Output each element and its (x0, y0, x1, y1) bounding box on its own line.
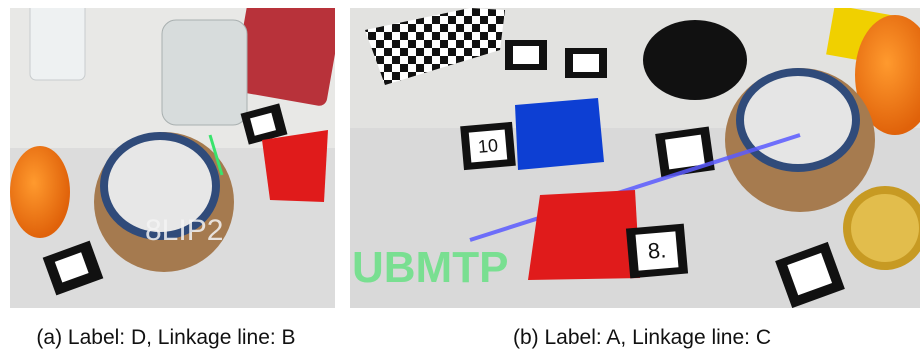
figure: 8LIP2 UBMTP 10 8. (a) Label: D, Linkage … (0, 0, 920, 358)
caption: (b) Label: A, Linkage line: C (513, 326, 771, 349)
page: 8LIP2 UBMTP 10 8. (a) Label: D, Linkage … (0, 0, 920, 358)
photo-a: 8LIP2 (10, 0, 343, 308)
photo-b: UBMTP 10 8. (350, 5, 920, 308)
marker-label: 8. (647, 237, 667, 264)
svg-text:8LIP2: 8LIP2 (145, 214, 223, 247)
caption: (a) Label: D, Linkage line: B (36, 326, 295, 349)
projected-text: UBMTP (352, 243, 508, 292)
marker-label: 10 (477, 135, 499, 157)
